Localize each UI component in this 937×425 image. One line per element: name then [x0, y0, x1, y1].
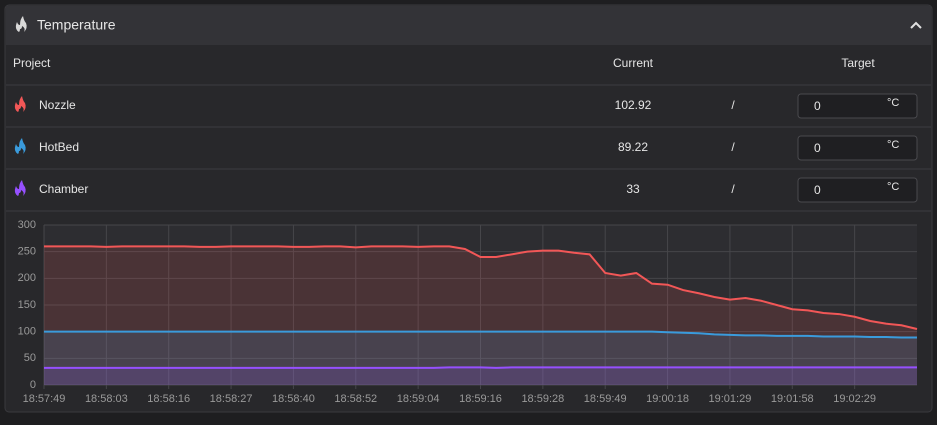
column-header: Target	[841, 56, 875, 70]
x-tick-label: 18:58:27	[210, 393, 253, 405]
series-line	[44, 245, 918, 330]
target-value: 0	[814, 183, 821, 197]
panel-title: Temperature	[37, 17, 116, 33]
x-tick-label: 18:58:40	[272, 393, 315, 405]
y-tick-label: 200	[18, 272, 36, 284]
target-input[interactable]	[797, 135, 918, 161]
y-tick-label: 100	[18, 326, 36, 338]
x-tick-label: 19:00:18	[646, 393, 689, 405]
target-value: 0	[814, 141, 821, 155]
flame-icon	[14, 138, 26, 154]
header-icon	[15, 16, 27, 32]
x-tick-label: 18:59:04	[397, 393, 440, 405]
x-tick-label: 18:59:49	[584, 393, 627, 405]
column-header: Current	[613, 56, 654, 70]
target-input[interactable]	[797, 93, 918, 119]
separator: /	[731, 98, 735, 112]
current-value: 33	[626, 182, 640, 196]
series-line	[44, 330, 917, 339]
target-unit: °C	[887, 181, 899, 193]
panel-header[interactable]	[6, 6, 931, 45]
row-name: HotBed	[39, 140, 79, 154]
column-header: Project	[13, 56, 51, 70]
y-tick-label: 250	[18, 246, 36, 258]
collapse-button[interactable]	[910, 21, 922, 29]
x-tick-label: 18:57:49	[23, 393, 66, 405]
target-unit: °C	[887, 139, 899, 151]
x-tick-label: 19:02:29	[833, 393, 876, 405]
row-name: Nozzle	[39, 98, 76, 112]
x-tick-label: 18:59:28	[521, 393, 564, 405]
separator: /	[731, 182, 735, 196]
x-tick-label: 18:59:16	[459, 393, 502, 405]
y-tick-label: 300	[18, 219, 36, 231]
flame-icon	[14, 96, 26, 112]
series-line	[44, 366, 917, 369]
target-input[interactable]	[797, 177, 918, 203]
x-tick-label: 18:58:16	[147, 393, 190, 405]
x-tick-label: 18:58:52	[334, 393, 377, 405]
y-tick-label: 0	[30, 379, 36, 391]
x-tick-label: 18:58:03	[85, 393, 128, 405]
current-value: 102.92	[615, 98, 652, 112]
x-tick-label: 19:01:29	[709, 393, 752, 405]
series-area	[44, 246, 917, 385]
separator: /	[731, 140, 735, 154]
x-tick-label: 19:01:58	[771, 393, 814, 405]
y-tick-label: 150	[18, 299, 36, 311]
series-area	[44, 331, 917, 385]
y-tick-label: 50	[24, 352, 36, 364]
series-area	[44, 367, 917, 385]
row-name: Chamber	[39, 182, 88, 196]
target-unit: °C	[887, 97, 899, 109]
flame-icon	[14, 180, 26, 196]
current-value: 89.22	[618, 140, 648, 154]
target-value: 0	[814, 99, 821, 113]
